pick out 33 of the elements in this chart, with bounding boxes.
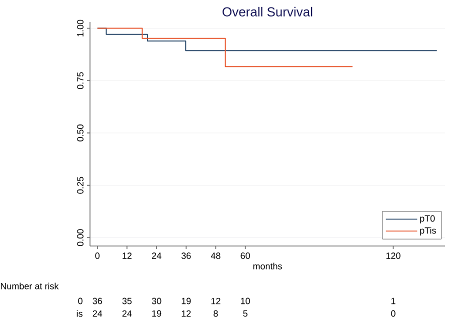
text: 0 <box>78 298 82 304</box>
text: 19 <box>182 298 191 304</box>
x-tick-label: 12 <box>122 252 132 259</box>
text: 5 <box>243 310 248 317</box>
y-tick-label: 0.00 <box>77 229 84 246</box>
y-tick-label: 1.00 <box>77 20 84 36</box>
text: 19 <box>152 310 162 317</box>
y-tick-label: 0.50 <box>77 124 84 142</box>
text: 36 <box>92 298 102 304</box>
y-tick-label: 0.75 <box>77 72 84 90</box>
text: Number at risk <box>0 282 59 290</box>
legend-label: pTis <box>420 227 436 236</box>
text: 24 <box>122 310 132 317</box>
text: 1 <box>391 298 396 304</box>
x-tick-label: 24 <box>152 252 162 259</box>
text: 12 <box>211 298 220 304</box>
x-tick-label: 120 <box>386 252 400 259</box>
text: 35 <box>122 298 132 304</box>
text: 10 <box>241 298 250 304</box>
text: 0 <box>391 310 396 317</box>
y-tick-label: 0.25 <box>77 176 84 194</box>
x-axis-title: months <box>253 262 282 270</box>
x-tick-label: 36 <box>181 252 191 259</box>
x-tick-label: 0 <box>95 252 100 259</box>
x-tick-label: 48 <box>210 252 220 259</box>
text: 24 <box>92 310 102 317</box>
chart-title: Overall Survival <box>222 6 312 16</box>
legend-label: pT0 <box>420 215 435 224</box>
text: 30 <box>152 298 162 304</box>
text: 8 <box>214 310 218 317</box>
x-tick-label: 60 <box>240 252 250 259</box>
text: 12 <box>182 310 191 317</box>
text: is <box>76 310 82 317</box>
